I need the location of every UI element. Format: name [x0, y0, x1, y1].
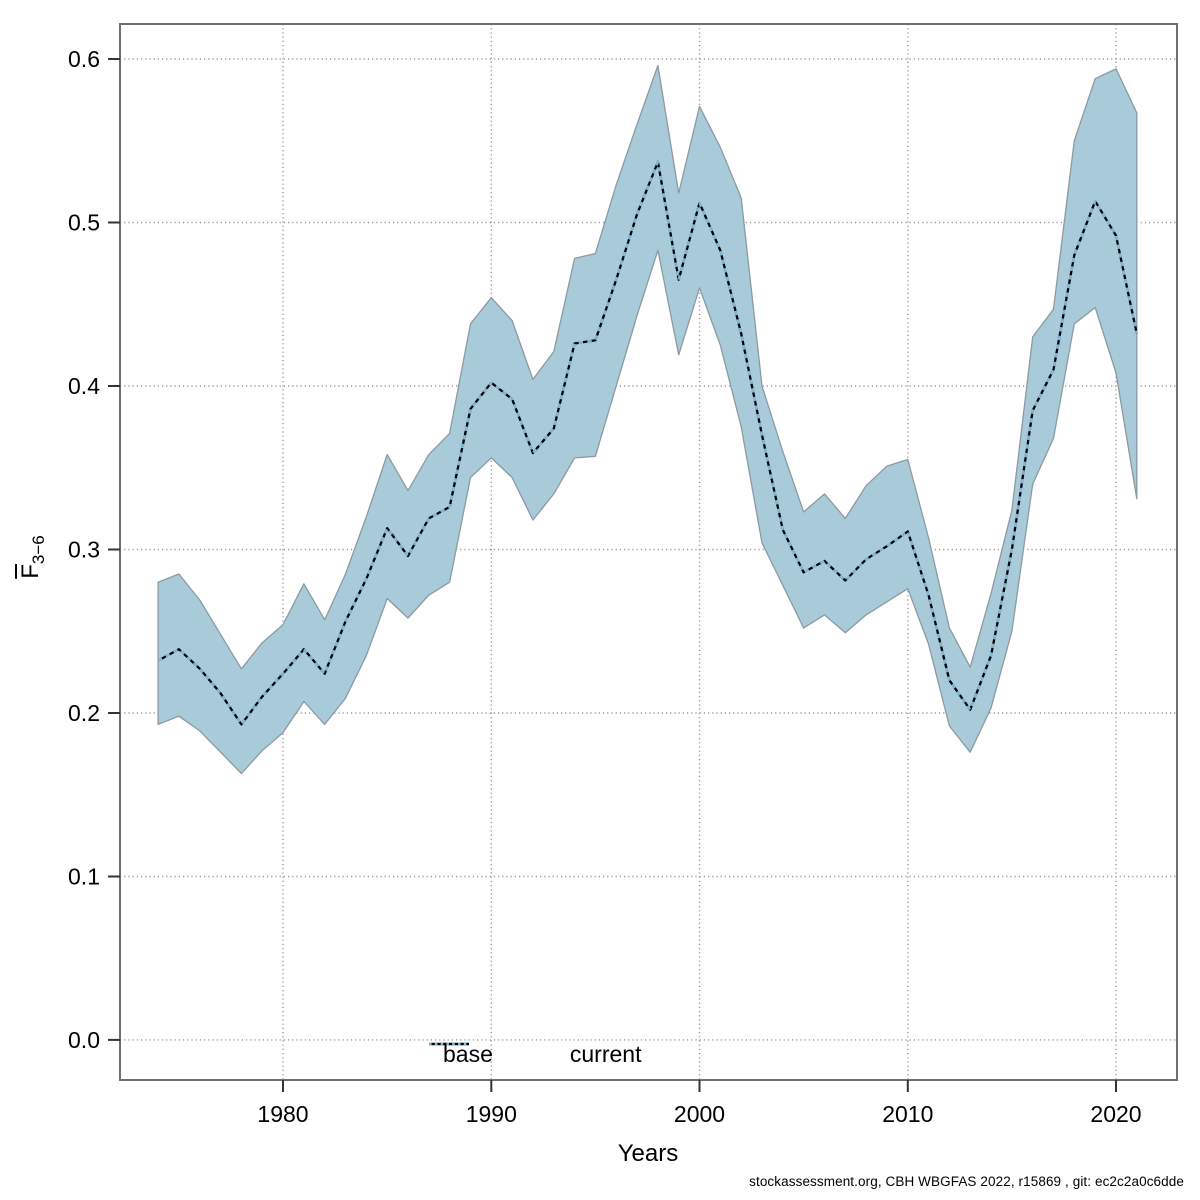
svg-text:0.2: 0.2: [68, 700, 100, 726]
legend-item-current: current: [429, 1041, 642, 1068]
svg-text:2020: 2020: [1090, 1101, 1141, 1127]
plot-border: [119, 23, 1178, 1081]
y-axis-ticks: [108, 58, 120, 1041]
svg-text:0.4: 0.4: [68, 373, 100, 399]
svg-text:0.5: 0.5: [68, 210, 100, 236]
series-current-line: [157, 160, 1139, 726]
x-axis-label: Years: [617, 1140, 679, 1167]
y-axis-tick-labels: 0.0 0.1 0.2 0.3 0.4 0.5 0.6: [68, 46, 100, 1053]
svg-text:0.6: 0.6: [68, 46, 100, 72]
svg-text:2000: 2000: [674, 1101, 725, 1127]
confidence-ribbon: [157, 64, 1138, 775]
y-axis-label: F3−6: [17, 497, 48, 617]
svg-text:1990: 1990: [466, 1101, 517, 1127]
legend: base current: [428, 1041, 641, 1068]
svg-text:1980: 1980: [257, 1101, 308, 1127]
legend-label-current: current: [569, 1041, 642, 1067]
footer-credit: stockassessment.org, CBH WBGFAS 2022, r1…: [749, 1174, 1184, 1189]
svg-text:0.3: 0.3: [68, 537, 100, 563]
svg-text:2010: 2010: [882, 1101, 933, 1127]
current-dotted-line-icon: [429, 1042, 469, 1046]
y-axis-label-subscript: 3−6: [28, 535, 48, 565]
y-axis-label-symbol: F: [17, 564, 44, 579]
svg-text:0.0: 0.0: [68, 1027, 100, 1053]
legend-label-base: base: [443, 1041, 493, 1067]
x-axis-tick-labels: 1980 1990 2000 2010 2020: [257, 1101, 1141, 1127]
svg-text:0.1: 0.1: [68, 864, 100, 890]
x-axis-ticks: [282, 1080, 1117, 1092]
